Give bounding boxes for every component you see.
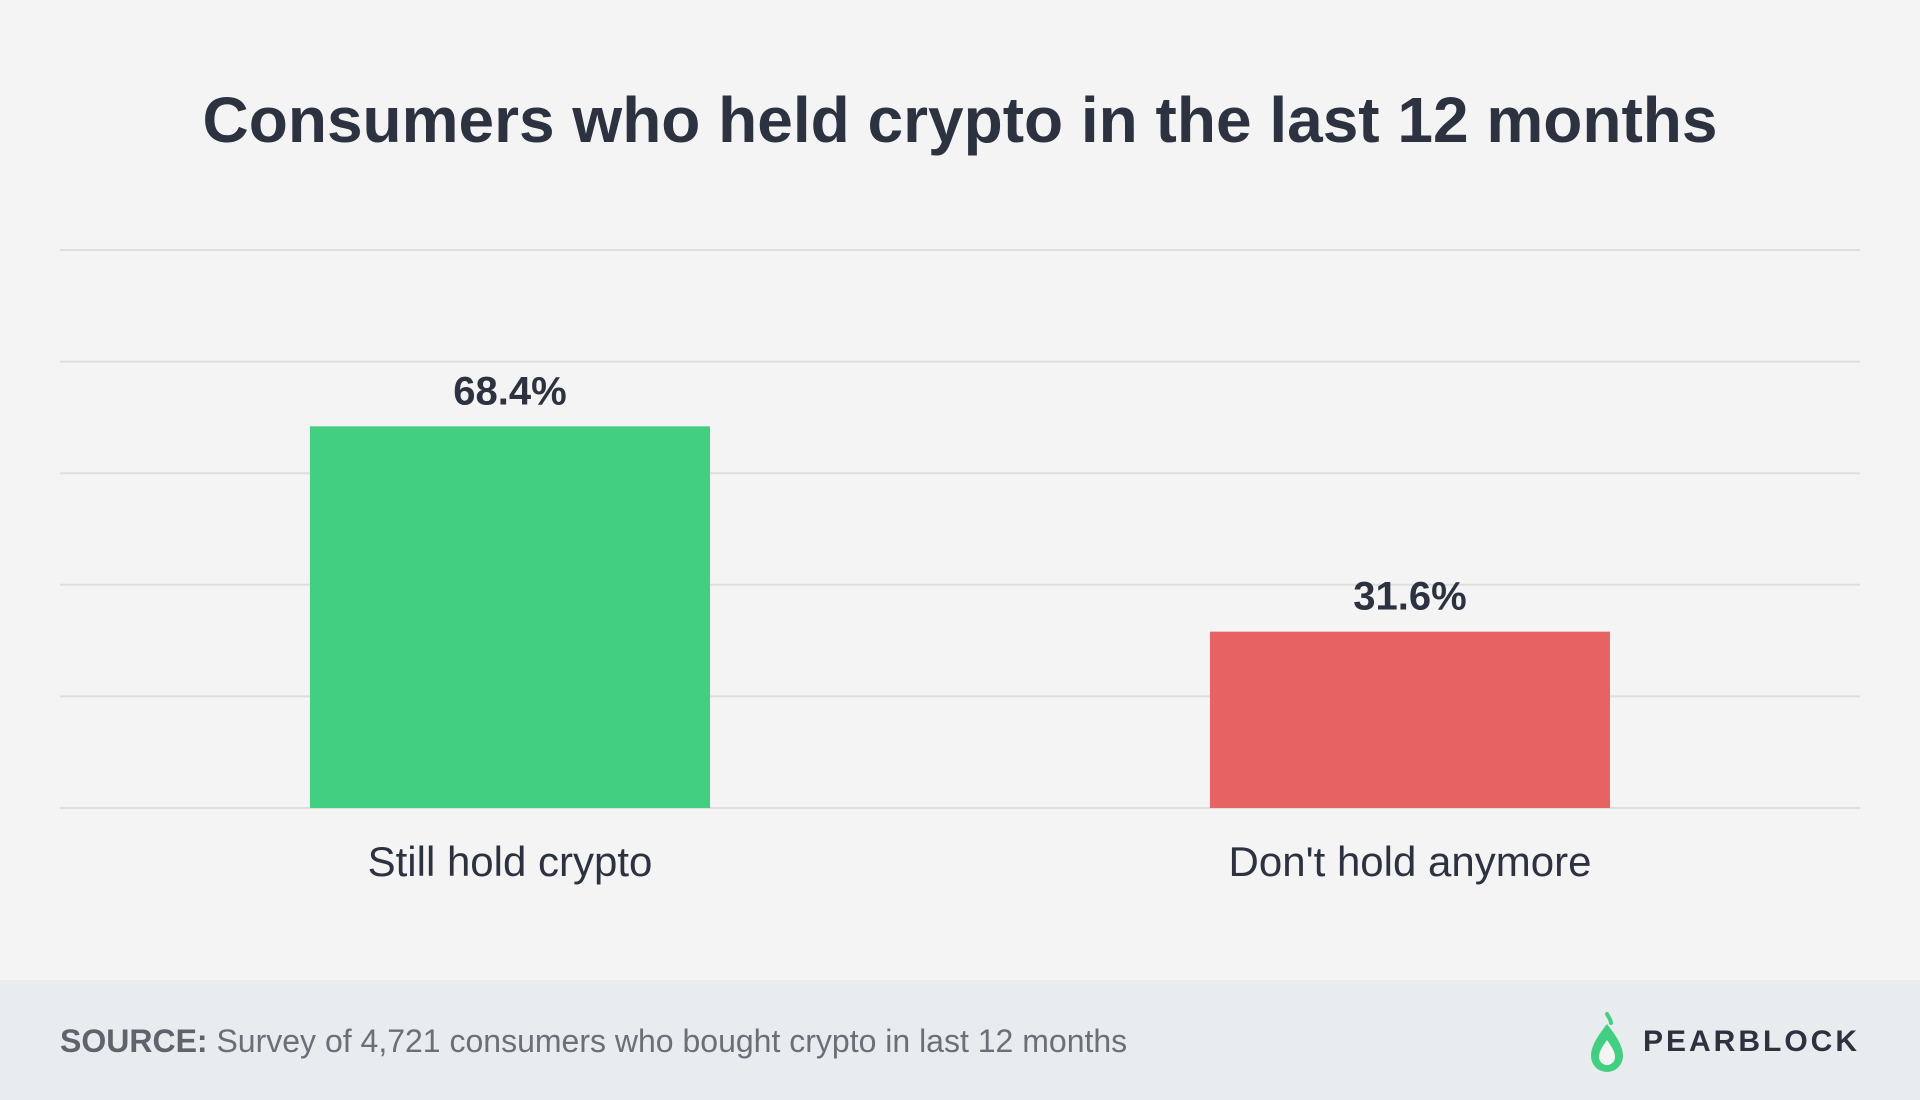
- bar: [310, 426, 710, 808]
- bar: [1210, 631, 1610, 808]
- bar-chart: 68.4% Still hold crypto 31.6% Don't hold an…: [60, 249, 1860, 885]
- source-text: Survey of 4,721 consumers who bought cry…: [216, 1023, 1128, 1059]
- category-label: Still hold crypto: [368, 838, 653, 885]
- pear-icon: [1590, 1012, 1623, 1072]
- chart-title: Consumers who held crypto in the last 12…: [202, 84, 1718, 156]
- brand-name: PEARBLOCK: [1642, 1025, 1860, 1058]
- brand-logo: PEARBLOCK: [1587, 1002, 1860, 1082]
- bar-value-label: 68.4%: [453, 369, 566, 413]
- bar-value-label: 31.6%: [1353, 575, 1466, 619]
- footer: SOURCE: Survey of 4,721 consumers who bo…: [0, 980, 1920, 1100]
- source-note: SOURCE: Survey of 4,721 consumers who bo…: [60, 1021, 1127, 1061]
- category-label: Don't hold anymore: [1229, 838, 1592, 885]
- source-label: SOURCE:: [60, 1023, 208, 1059]
